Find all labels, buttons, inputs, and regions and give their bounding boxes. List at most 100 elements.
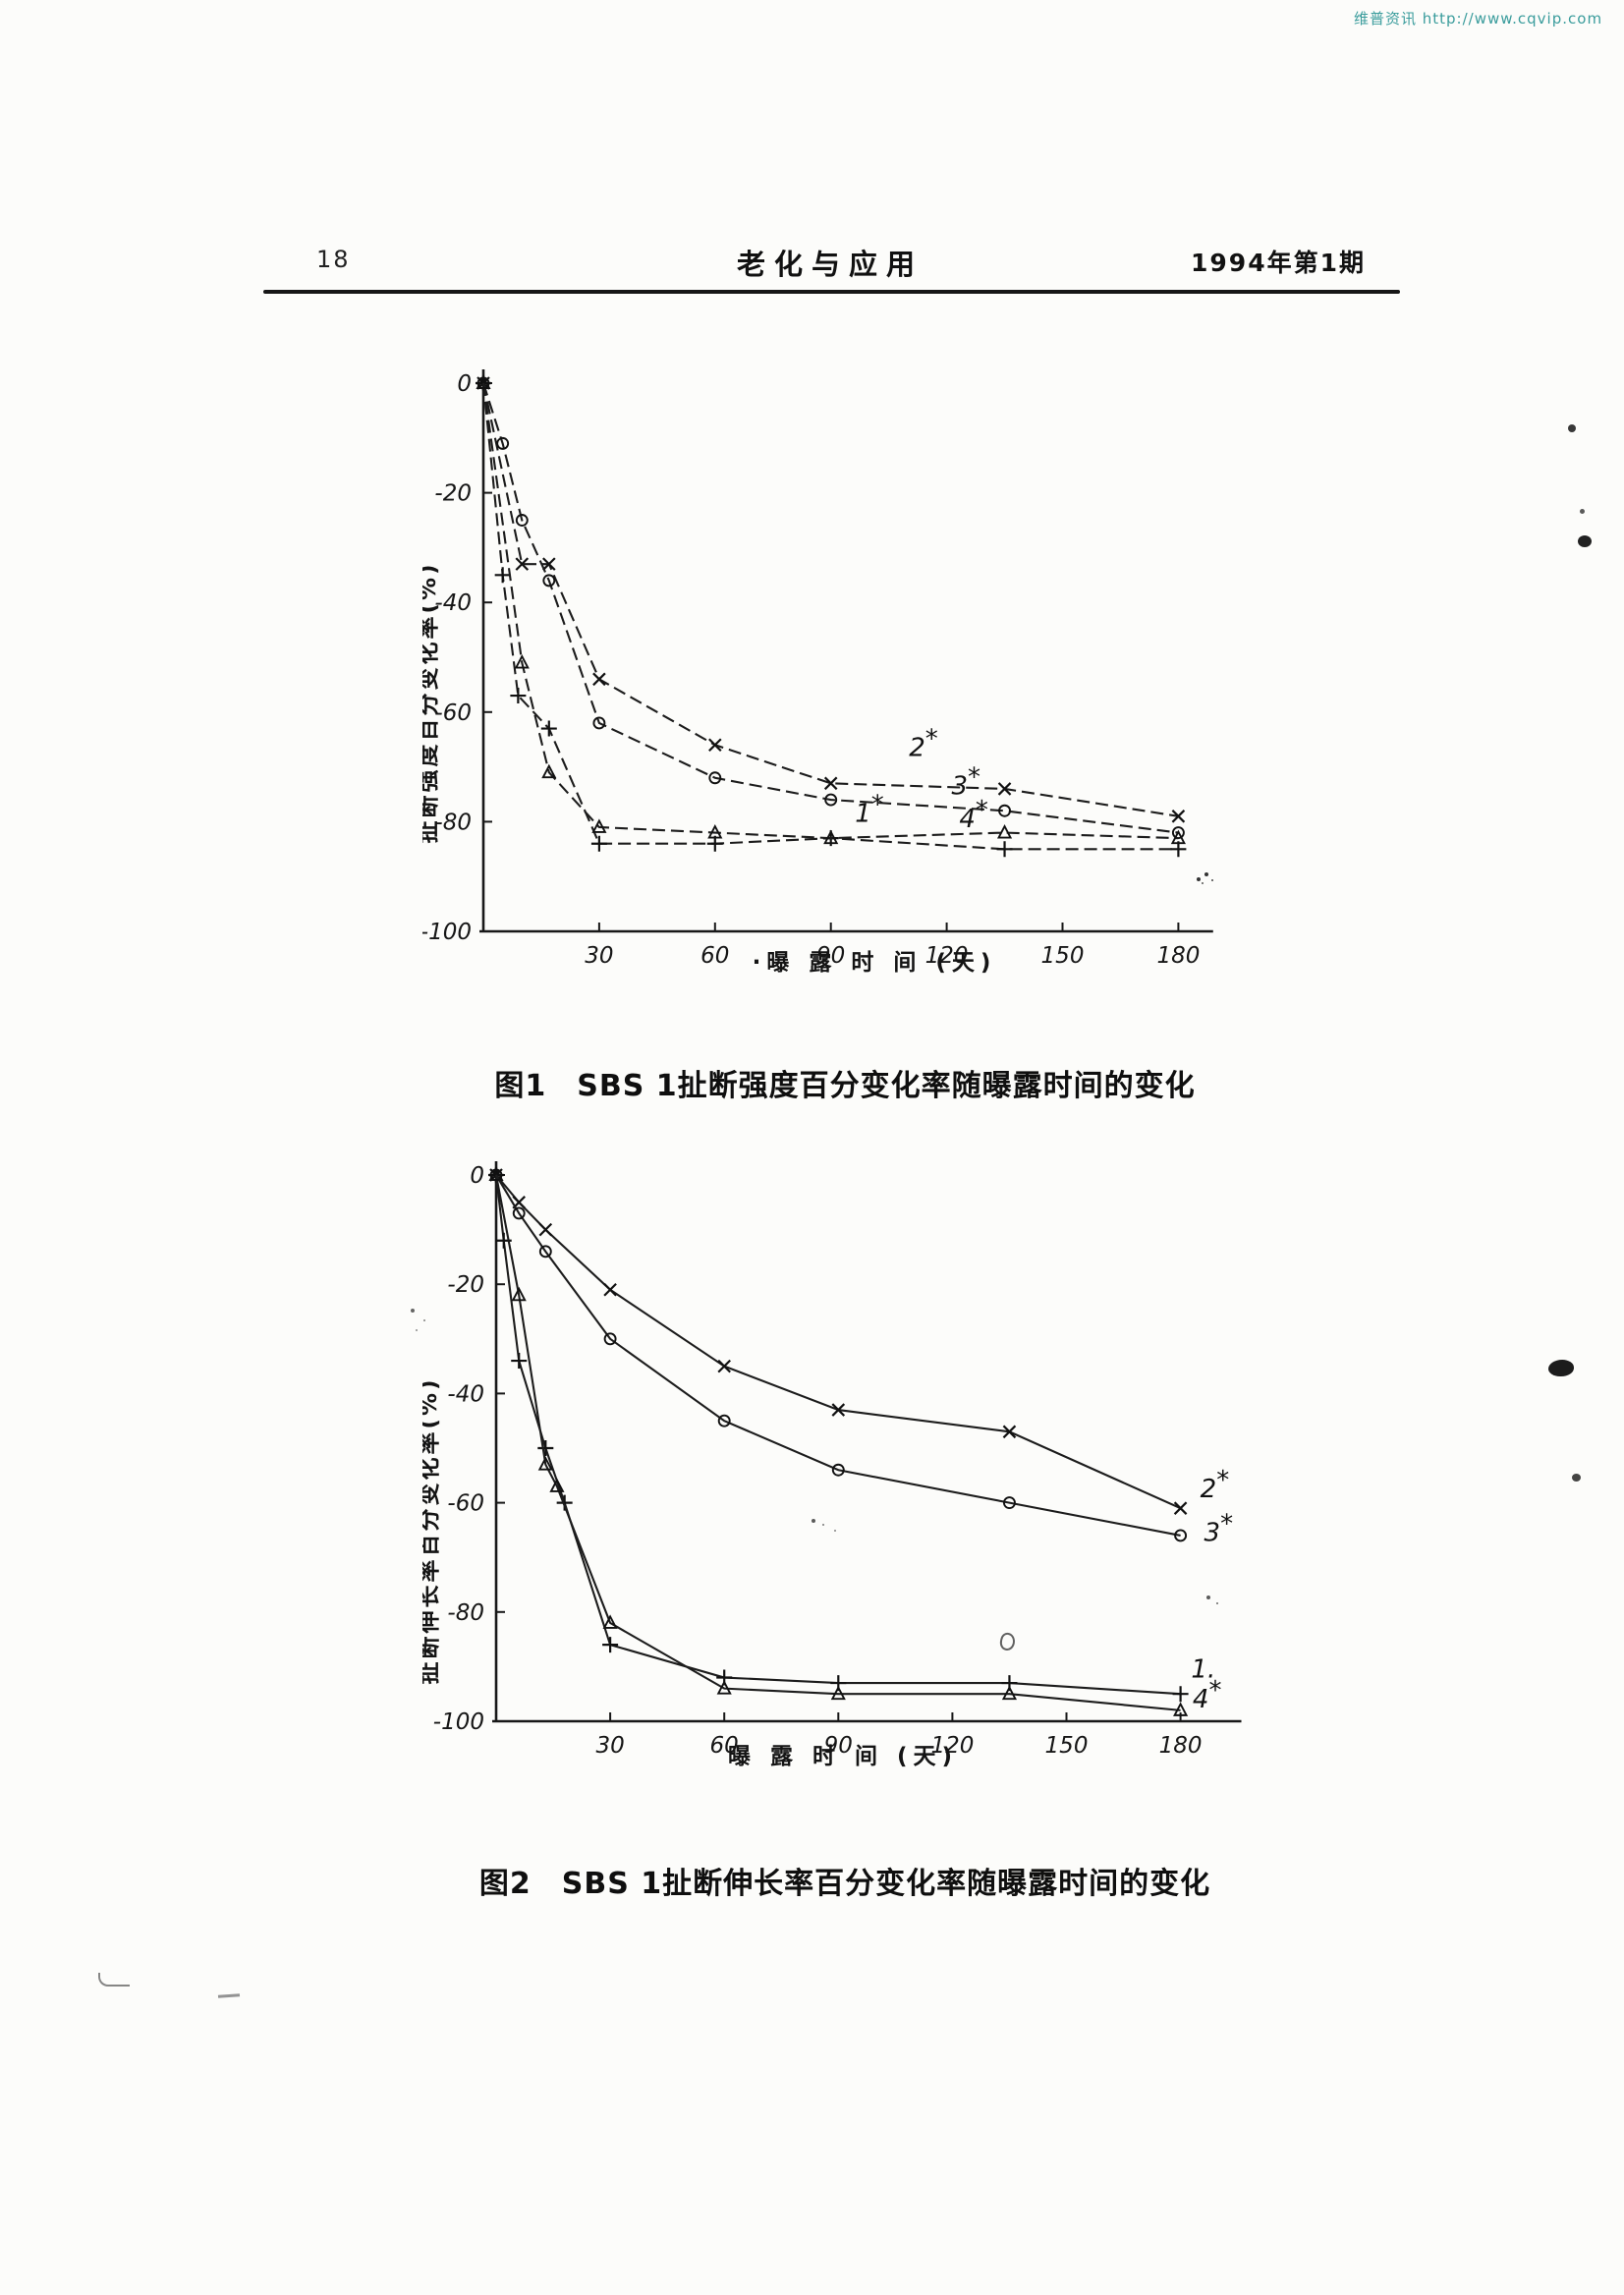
circle-marker bbox=[515, 514, 529, 527]
series-3: 3* bbox=[489, 1168, 1234, 1548]
series-1: 1. bbox=[488, 1167, 1215, 1703]
series-label: 1* bbox=[855, 790, 884, 828]
series-label: 2* bbox=[1201, 1466, 1230, 1504]
circle-marker bbox=[538, 1245, 552, 1259]
figure2-chart: 0 -20 -40 -60 -80 -100 30 60 90 120 150 180 曝 露 时 间 … bbox=[422, 1161, 1242, 1769]
plus-marker bbox=[537, 1440, 554, 1456]
plus-marker bbox=[511, 1353, 528, 1370]
series-3: 3* bbox=[476, 376, 1185, 840]
x-tick-label: 120 bbox=[925, 943, 969, 969]
y-tick-label: 0 bbox=[457, 371, 472, 397]
x-marker bbox=[717, 1359, 731, 1373]
circle-marker bbox=[603, 1332, 617, 1346]
x-marker bbox=[997, 782, 1012, 796]
circle-marker bbox=[542, 574, 556, 588]
plus-marker bbox=[996, 841, 1013, 858]
x-marker bbox=[1002, 1425, 1017, 1439]
circle-marker bbox=[512, 1206, 526, 1220]
x-tick-label: 90 bbox=[816, 943, 845, 969]
scan-artifact-smudge bbox=[1197, 877, 1201, 881]
x-tick-label: 60 bbox=[700, 943, 729, 969]
y-tick-label: -40 bbox=[447, 1381, 484, 1407]
circle-marker bbox=[708, 771, 722, 785]
cqvip-watermark: 维普资讯 http://www.cqvip.com bbox=[1354, 10, 1603, 28]
series-2: 2* bbox=[476, 376, 1186, 823]
triangle-marker bbox=[1173, 1702, 1189, 1716]
y-tick-label: -80 bbox=[447, 1600, 484, 1626]
x-tick-label: 90 bbox=[824, 1733, 853, 1759]
triangle-marker bbox=[591, 818, 607, 833]
series-label: 3* bbox=[1204, 1510, 1234, 1548]
triangle-marker bbox=[1170, 829, 1186, 845]
header-rule bbox=[263, 290, 1400, 294]
x-marker bbox=[515, 557, 530, 571]
y-axis-title: 扯断强度百分变化率(%) bbox=[422, 561, 441, 843]
plus-marker bbox=[602, 1637, 619, 1653]
x-tick-label: 30 bbox=[585, 943, 613, 969]
plus-marker bbox=[510, 688, 527, 704]
x-tick-label: 150 bbox=[1041, 943, 1085, 969]
scan-artifact-blob bbox=[1580, 509, 1585, 514]
y-tick-label: -100 bbox=[422, 920, 472, 945]
series-4: 4* bbox=[488, 1166, 1221, 1716]
x-marker bbox=[708, 738, 722, 753]
scan-artifact-blob bbox=[1578, 535, 1592, 547]
y-tick-label: -80 bbox=[434, 810, 472, 835]
x-marker bbox=[538, 1222, 553, 1237]
figure2-caption: 图2 SBS 1扯断伸长率百分变化率随曝露时间的变化 bbox=[478, 1867, 1211, 1901]
scan-artifact-smudge bbox=[411, 1309, 415, 1313]
plus-marker bbox=[494, 567, 511, 584]
triangle-marker bbox=[511, 1286, 527, 1302]
triangle-marker bbox=[476, 374, 491, 389]
triangle-marker bbox=[830, 1685, 846, 1701]
circle-marker bbox=[592, 716, 606, 730]
circle-marker bbox=[824, 793, 838, 807]
y-tick-label: 0 bbox=[470, 1163, 484, 1189]
x-marker bbox=[603, 1282, 617, 1297]
series-4: 4* bbox=[476, 374, 1186, 845]
x-axis-title: 曝 露 时 间 (天) bbox=[728, 1744, 958, 1769]
circle-marker bbox=[831, 1463, 845, 1477]
page-number: 18 bbox=[316, 246, 351, 273]
series-label: 2* bbox=[909, 724, 938, 762]
triangle-marker bbox=[716, 1680, 732, 1695]
circle-marker bbox=[1174, 1529, 1188, 1542]
scan-artifact-blob bbox=[1548, 1360, 1574, 1376]
scan-artifact-smudge bbox=[1206, 1595, 1210, 1599]
y-tick-label: -60 bbox=[434, 700, 472, 726]
x-marker bbox=[823, 776, 838, 791]
triangle-marker bbox=[488, 1166, 504, 1181]
circle-marker bbox=[1003, 1496, 1016, 1510]
triangle-marker bbox=[514, 654, 530, 669]
figure1-chart: 0 -20 -40 -60 -80 -100 30 60 90 120 150 180 ·曝 露 时 间… bbox=[422, 369, 1213, 976]
series-label: 4* bbox=[959, 796, 988, 834]
x-tick-label: 60 bbox=[710, 1733, 739, 1759]
series-label: 1. bbox=[1191, 1655, 1215, 1685]
axes: 0 -20 -40 -60 -80 -100 30 60 90 120 150 180 ·曝 露 时 间… bbox=[422, 369, 1213, 976]
issue-label: 1994年第1期 bbox=[1191, 249, 1366, 277]
triangle-marker bbox=[707, 824, 723, 839]
triangle-marker bbox=[823, 829, 839, 845]
y-tick-label: -20 bbox=[434, 481, 472, 507]
triangle-marker bbox=[541, 763, 557, 779]
scan-artifact-blob bbox=[1572, 1474, 1581, 1482]
x-tick-label: 150 bbox=[1045, 1733, 1089, 1759]
x-tick-label: 180 bbox=[1156, 943, 1200, 969]
x-marker bbox=[542, 557, 556, 571]
triangle-marker bbox=[602, 1614, 618, 1629]
scan-artifact-smudge bbox=[812, 1519, 815, 1523]
y-axis-title: 扯断伸长率百分变化率(%) bbox=[422, 1376, 442, 1684]
series-2: 2* bbox=[489, 1168, 1230, 1515]
x-marker bbox=[1173, 1501, 1188, 1515]
figure1-caption: 图1 SBS 1扯断强度百分变化率随曝露时间的变化 bbox=[494, 1069, 1196, 1103]
y-tick-label: -20 bbox=[447, 1272, 484, 1298]
x-tick-label: 120 bbox=[930, 1733, 974, 1759]
plus-marker bbox=[1172, 1686, 1189, 1703]
x-tick-label: 30 bbox=[595, 1733, 624, 1759]
x-marker bbox=[831, 1403, 846, 1417]
scan-artifact-blob bbox=[1568, 424, 1576, 432]
journal-title: 老化与应用 bbox=[736, 248, 924, 281]
x-marker bbox=[592, 672, 606, 687]
plus-marker bbox=[540, 720, 557, 737]
